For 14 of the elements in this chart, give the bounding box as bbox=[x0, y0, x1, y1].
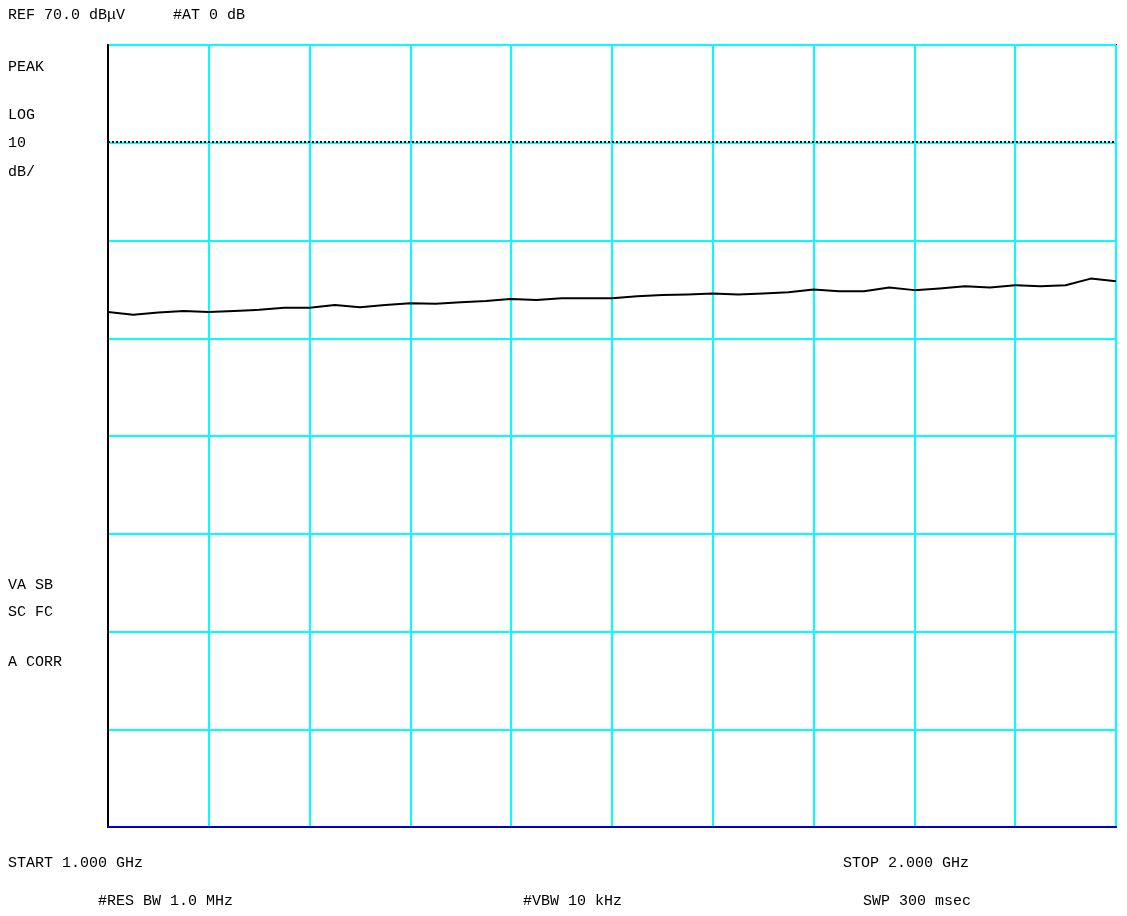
text: START 1.000 GHz bbox=[8, 855, 144, 872]
text: VA SB bbox=[8, 577, 54, 594]
text: REF 70.0 dBμV bbox=[8, 7, 126, 24]
text: A CORR bbox=[8, 654, 63, 671]
text: LOG bbox=[8, 107, 36, 124]
text: #AT 0 dB bbox=[173, 7, 246, 24]
text: SC FC bbox=[8, 604, 54, 621]
text: #VBW 10 kHz bbox=[523, 893, 623, 910]
text: STOP 2.000 GHz bbox=[843, 855, 970, 872]
text: PEAK bbox=[8, 59, 45, 76]
text: 10 bbox=[8, 135, 27, 152]
text: #RES BW 1.0 MHz bbox=[98, 893, 234, 910]
text: SWP 300 msec bbox=[863, 893, 972, 910]
text: dB/ bbox=[8, 164, 36, 181]
